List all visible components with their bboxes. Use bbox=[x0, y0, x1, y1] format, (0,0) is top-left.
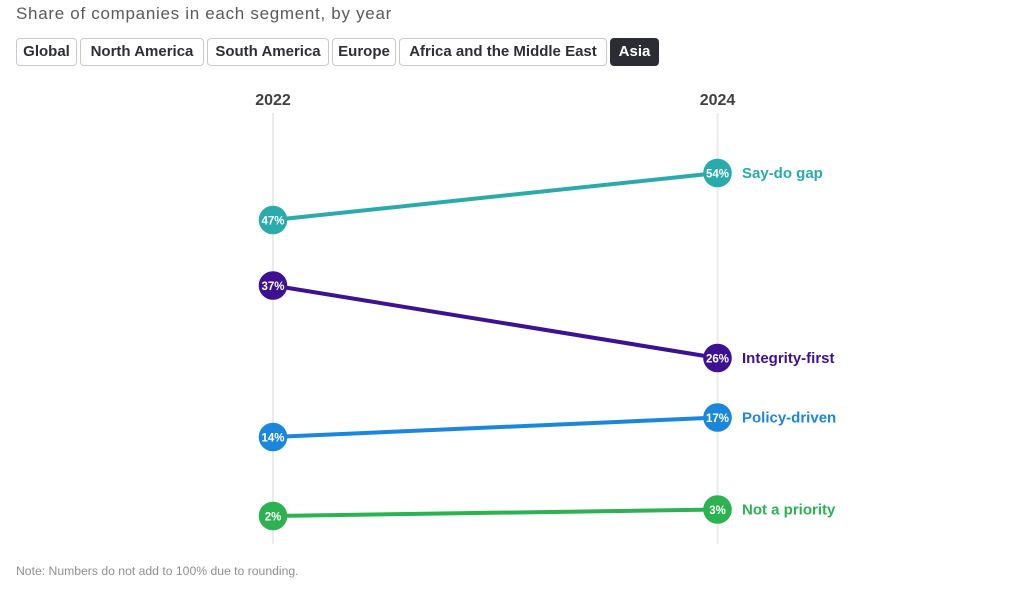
svg-text:Policy-driven: Policy-driven bbox=[742, 410, 836, 427]
svg-text:Integrity-first: Integrity-first bbox=[742, 350, 835, 367]
svg-text:3%: 3% bbox=[709, 505, 726, 517]
svg-text:47%: 47% bbox=[261, 216, 284, 228]
svg-text:2024: 2024 bbox=[700, 92, 736, 109]
svg-text:2%: 2% bbox=[265, 512, 282, 524]
svg-text:14%: 14% bbox=[261, 433, 284, 445]
svg-text:Say-do gap: Say-do gap bbox=[742, 165, 823, 182]
svg-text:37%: 37% bbox=[261, 281, 284, 293]
svg-text:17%: 17% bbox=[706, 413, 729, 425]
svg-text:2022: 2022 bbox=[255, 92, 291, 109]
svg-text:54%: 54% bbox=[706, 169, 729, 181]
svg-text:Not a priority: Not a priority bbox=[742, 502, 836, 519]
svg-text:26%: 26% bbox=[706, 354, 729, 366]
